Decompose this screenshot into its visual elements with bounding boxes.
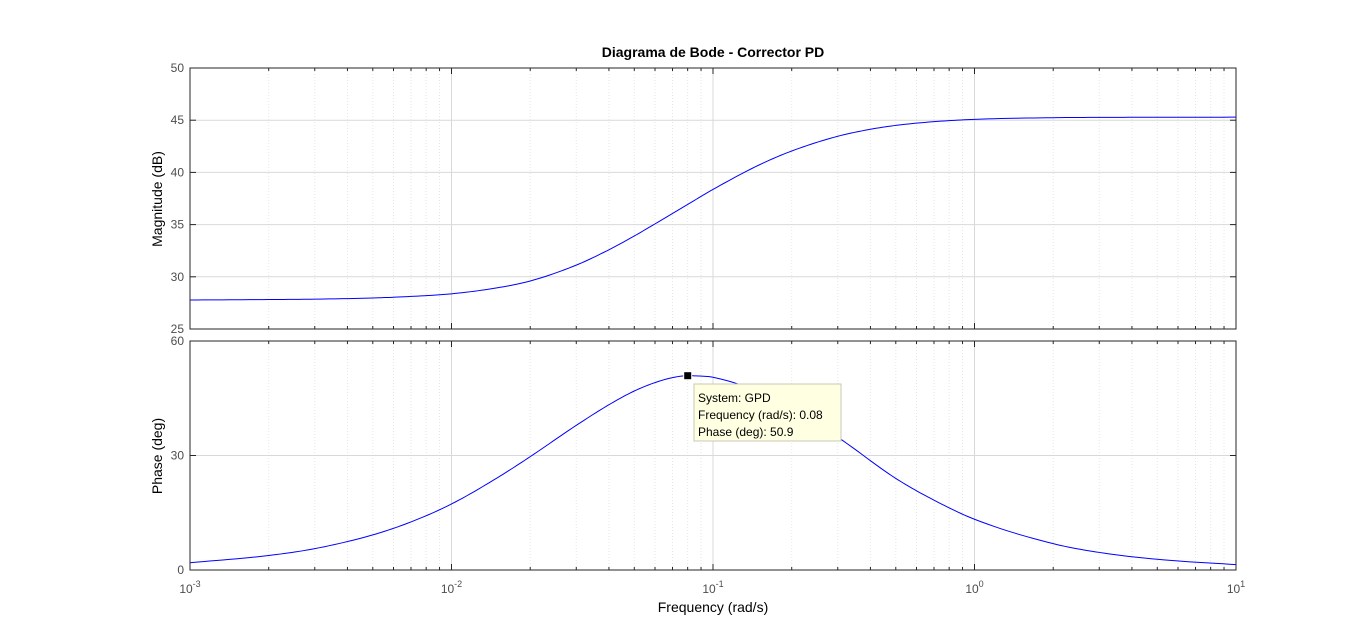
- phase-x-ticks: 10-3 10-2 10-1 100 101: [179, 341, 1245, 596]
- x-tick-label: 10-3: [179, 579, 200, 596]
- datatip-system: System: GPD: [698, 391, 771, 405]
- datatip[interactable]: System: GPD Frequency (rad/s): 0.08 Phas…: [683, 371, 842, 442]
- x-tick-label: 101: [1227, 579, 1245, 596]
- magnitude-y-tick-label: 50: [171, 61, 185, 75]
- x-tick-label: 100: [965, 579, 983, 596]
- x-tick-label: 10-2: [441, 579, 462, 596]
- magnitude-y-tick-label: 30: [171, 270, 185, 284]
- datatip-frequency: Frequency (rad/s): 0.08: [698, 408, 823, 422]
- datatip-marker[interactable]: [683, 371, 693, 381]
- magnitude-y-axis-label: Magnitude (dB): [149, 151, 165, 247]
- datatip-box: [693, 383, 842, 442]
- magnitude-y-tick-label: 40: [171, 165, 185, 179]
- x-axis-label: Frequency (rad/s): [658, 599, 768, 615]
- phase-series-line: [189, 375, 1237, 566]
- magnitude-x-ticks: [189, 68, 1237, 329]
- chart-title: Diagrama de Bode - Corrector PD: [602, 44, 825, 60]
- magnitude-series-line: [189, 116, 1237, 301]
- phase-y-tick-label: 0: [177, 563, 184, 577]
- magnitude-y-tick-label: 35: [171, 218, 185, 232]
- phase-axes[interactable]: 0 30 60 10-3 10-2 10-1 100 101 Phase (deg): [149, 334, 1245, 596]
- magnitude-y-tick-label: 45: [171, 113, 185, 127]
- x-tick-label: 10-1: [702, 579, 723, 596]
- phase-y-ticks: 0 30 60: [171, 334, 1236, 577]
- phase-y-axis-label: Phase (deg): [149, 418, 165, 494]
- datatip-phase: Phase (deg): 50.9: [698, 425, 794, 439]
- phase-y-tick-label: 30: [171, 449, 185, 463]
- magnitude-y-tick-label: 25: [171, 322, 185, 336]
- magnitude-y-ticks: 25 30 35 40 45 50: [171, 61, 1236, 336]
- magnitude-axes[interactable]: 25 30 35 40 45 50 Magnitude (dB): [149, 61, 1237, 336]
- phase-y-tick-label: 60: [171, 334, 185, 348]
